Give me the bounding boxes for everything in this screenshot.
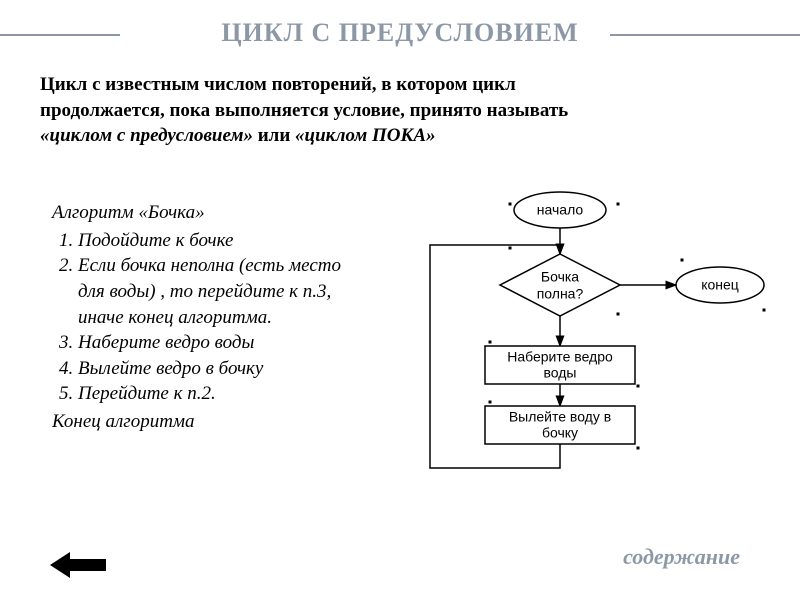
algorithm-step: Если бочка неполна (есть место для воды)… (78, 253, 362, 330)
svg-text:Вылейте воду в: Вылейте воду в (509, 409, 611, 425)
desc-italic2: «циклом ПОКА» (295, 125, 436, 146)
svg-text:Бочка: Бочка (541, 269, 579, 285)
algorithm-steps: Подойдите к бочке Если бочка неполна (ес… (52, 228, 362, 407)
description-paragraph: Цикл с известным числом повторений, в ко… (40, 72, 760, 149)
algorithm-step: Перейдите к п.2. (78, 381, 362, 407)
algorithm-text: Алгоритм «Бочка» Подойдите к бочке Если … (52, 200, 362, 435)
page-title: ЦИКЛ С ПРЕДУСЛОВИЕМ (0, 18, 800, 48)
flowchart: начало Бочкаполна? конец Наберите ведроводы… (380, 190, 780, 510)
svg-text:бочку: бочку (542, 425, 578, 441)
svg-text:воды: воды (544, 365, 577, 381)
title-rule-left (0, 34, 120, 36)
desc-or: или (253, 125, 295, 146)
flowchart-svg: начало Бочкаполна? конец Наберите ведроводы… (380, 190, 780, 510)
svg-text:конец: конец (701, 277, 739, 293)
contents-link[interactable]: содержание (623, 544, 740, 570)
algorithm-heading: Алгоритм «Бочка» (52, 200, 362, 226)
arrow-left-icon (50, 552, 106, 578)
desc-line2: продолжается, пока выполняется условие, … (40, 100, 568, 121)
desc-italic1: «циклом с предусловием» (40, 125, 253, 146)
algorithm-step: Вылейте ведро в бочку (78, 356, 362, 382)
svg-text:Наберите ведро: Наберите ведро (507, 349, 613, 365)
algorithm-step: Подойдите к бочке (78, 228, 362, 254)
desc-line1: Цикл с известным числом повторений, в ко… (40, 74, 516, 95)
algorithm-step: Наберите ведро воды (78, 330, 362, 356)
algorithm-footer: Конец алгоритма (52, 409, 362, 435)
svg-text:начало: начало (537, 202, 584, 218)
title-rule-right (610, 34, 800, 36)
back-arrow-button[interactable] (50, 552, 106, 578)
svg-text:полна?: полна? (537, 286, 584, 302)
